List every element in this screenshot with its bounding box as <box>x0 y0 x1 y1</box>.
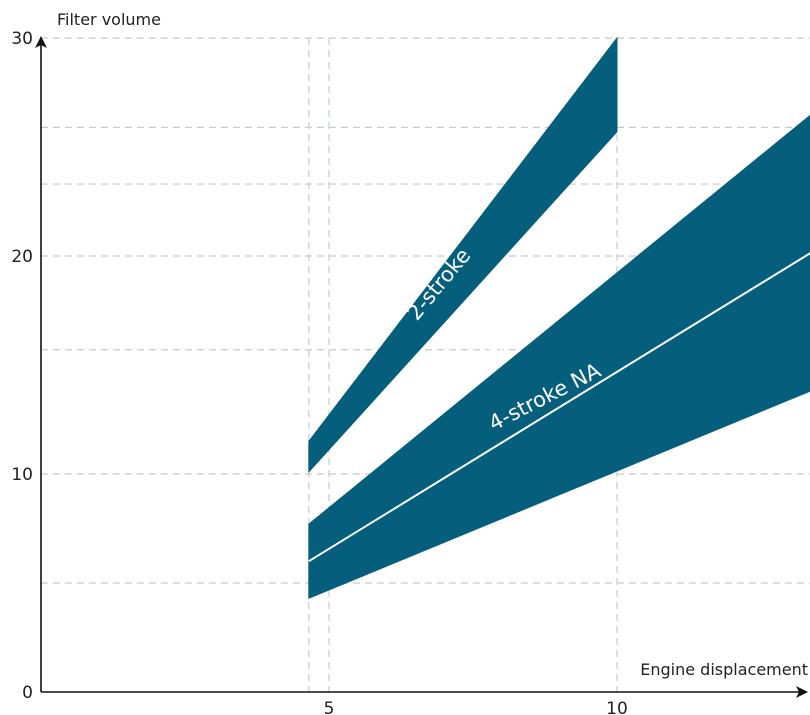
x-tick-label: 5 <box>324 699 335 715</box>
x-axis-arrow <box>796 686 808 698</box>
bands <box>308 36 810 600</box>
tick-labels: 510150102030 <box>11 29 628 715</box>
band-4-stroke-turbo <box>308 114 810 563</box>
band-2-stroke <box>308 36 618 474</box>
y-axis-label: Filter volume <box>57 10 161 29</box>
y-tick-label: 30 <box>11 29 33 49</box>
y-tick-label: 0 <box>22 683 33 703</box>
y-axis-arrow <box>35 36 47 48</box>
x-axis-label: Engine displacement <box>640 660 808 679</box>
x-tick-label: 10 <box>606 699 628 715</box>
band-divider-line <box>308 252 810 563</box>
y-tick-label: 20 <box>11 247 33 267</box>
axes <box>35 36 808 698</box>
y-tick-label: 10 <box>11 465 33 485</box>
